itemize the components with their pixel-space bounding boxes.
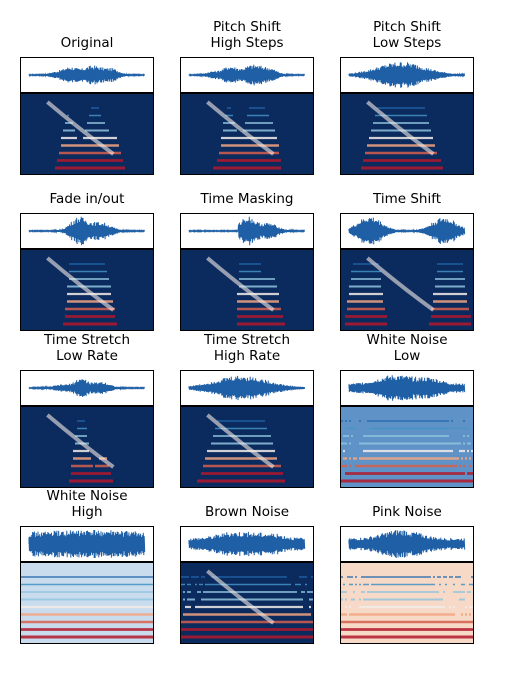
panel-title: Time Masking (200, 191, 294, 207)
waveform-trace (188, 64, 306, 86)
waveform-trace (348, 529, 466, 559)
spectrogram-plot (340, 249, 474, 331)
waveform-plot (20, 526, 154, 562)
panel-title: Pitch Shift Low Steps (372, 19, 442, 51)
waveform-plot (180, 526, 314, 562)
waveform-trace (28, 379, 146, 397)
waveform-trace (188, 216, 306, 246)
waveform-plot (180, 213, 314, 249)
panel-title: Fade in/out (49, 191, 125, 207)
spectrogram-plot (180, 249, 314, 331)
waveform-trace (348, 217, 466, 245)
panel-title: Pitch Shift High Steps (210, 19, 284, 51)
spectrogram-plot (20, 93, 154, 175)
waveform-plot (20, 213, 154, 249)
waveform-trace (348, 375, 466, 401)
waveform-trace (28, 65, 146, 85)
panel-title: Time Shift (372, 191, 441, 207)
panel-title: Brown Noise (204, 504, 290, 520)
spectrogram-plot (180, 93, 314, 175)
spectrogram-plot (340, 93, 474, 175)
spectrogram-plot (20, 249, 154, 331)
spectrogram-streak (206, 569, 275, 625)
spectrogram-plot (340, 406, 474, 488)
panel-title: Original (60, 35, 114, 51)
waveform-trace (188, 375, 306, 401)
waveform-plot (180, 57, 314, 93)
spectrogram-plot (340, 562, 474, 644)
spectrogram-plot (180, 406, 314, 488)
waveform-trace (188, 531, 306, 557)
waveform-trace (348, 62, 466, 88)
panel-title: White Noise Low (366, 332, 448, 364)
spectrogram-streak (46, 256, 115, 312)
waveform-plot (340, 57, 474, 93)
waveform-trace (28, 529, 146, 559)
spectrogram-plot (180, 562, 314, 644)
spectrogram-streak (46, 100, 115, 156)
waveform-plot (340, 526, 474, 562)
spectrogram-streak (206, 256, 275, 312)
waveform-plot (340, 370, 474, 406)
spectrogram-streak (366, 256, 435, 312)
spectrogram-streak (46, 413, 115, 469)
waveform-plot (180, 370, 314, 406)
panel-title: Time Stretch High Rate (203, 332, 291, 364)
panel-title: White Noise High (46, 488, 128, 520)
spectrogram-streak (206, 100, 275, 156)
spectrogram-streak (366, 100, 435, 156)
spectrogram-background (341, 563, 473, 643)
panel-title: Pink Noise (372, 504, 442, 520)
spectrogram-background (341, 407, 473, 487)
waveform-plot (20, 57, 154, 93)
spectrogram-plot (20, 406, 154, 488)
waveform-plot (20, 370, 154, 406)
waveform-trace (28, 216, 146, 246)
panel-title: Time Stretch Low Rate (43, 332, 131, 364)
waveform-plot (340, 213, 474, 249)
spectrogram-background (21, 563, 153, 643)
spectrogram-plot (20, 562, 154, 644)
spectrogram-streak (206, 413, 275, 469)
